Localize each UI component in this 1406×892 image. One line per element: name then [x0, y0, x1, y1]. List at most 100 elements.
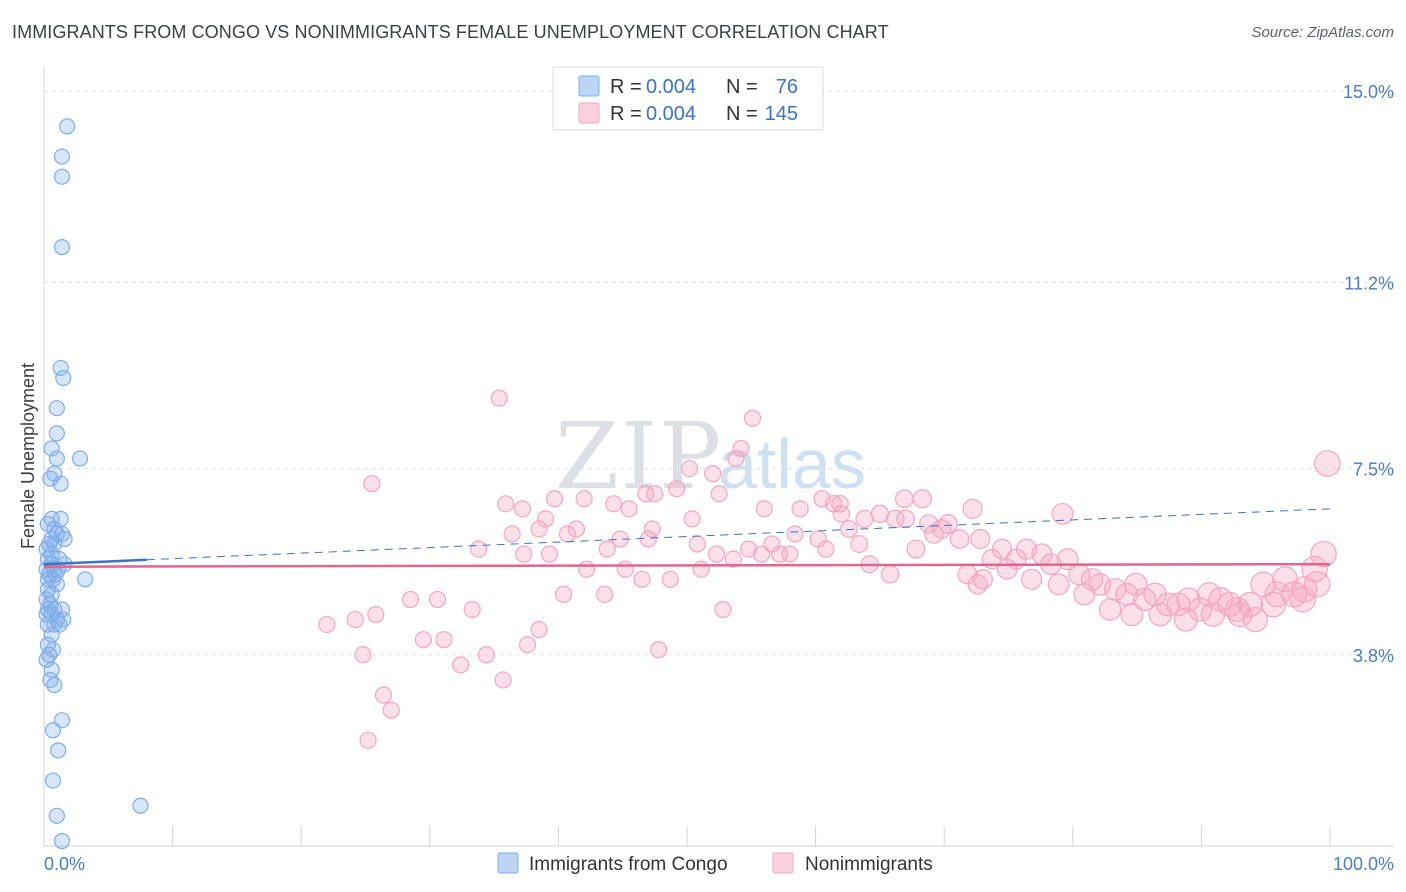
nonimm-point-104: [661, 570, 679, 588]
y-tick-label-0: 3.8%: [1353, 646, 1394, 666]
congo-point-13: [52, 475, 69, 492]
nonimm-point-82: [1314, 450, 1341, 477]
nonimm-point-135: [967, 574, 988, 595]
nonimm-point-99: [382, 701, 400, 719]
nonimm-point-136: [809, 530, 827, 548]
congo-point-0: [59, 118, 76, 135]
nonimm-point-109: [714, 600, 732, 619]
nonimm-point-24: [515, 545, 533, 563]
nonimm-trend: [43, 562, 1331, 568]
nonimm-point-17: [530, 520, 548, 538]
congo-point-12: [42, 470, 59, 487]
nonimm-point-19: [683, 510, 701, 528]
nonimm-point-0: [490, 389, 508, 407]
nonimm-point-51: [991, 538, 1013, 560]
congo-point-67: [53, 832, 71, 850]
congo-point-38: [48, 576, 65, 593]
nonimm-point-15: [497, 495, 515, 513]
nonimm-point-31: [724, 550, 742, 568]
nonimm-point-7: [710, 485, 728, 503]
nonimm-point-63: [1124, 572, 1148, 596]
nonimm-point-65: [1143, 582, 1167, 607]
congo-point-37: [77, 571, 94, 588]
nonimm-point-1: [363, 475, 381, 493]
y-axis-label: Female Unemployment: [18, 363, 38, 549]
nonimm-point-10: [637, 485, 655, 503]
congo-point-64: [44, 772, 62, 789]
y-tick-label-2: 11.2%: [1344, 273, 1394, 293]
congo-point-1: [53, 148, 71, 165]
congo-point-57: [38, 651, 55, 668]
nonimm-point-138: [855, 509, 874, 529]
nonimm-point-124: [1073, 583, 1096, 606]
nonimm-point-95: [494, 671, 512, 689]
nonimm-point-35: [786, 525, 804, 543]
congo-point-66: [48, 807, 65, 824]
nonimm-point-122: [1021, 568, 1043, 590]
nonimm-point-34: [763, 535, 781, 553]
nonimm-point-103: [633, 570, 651, 588]
nonimm-point-44: [919, 514, 939, 534]
nonimm-point-91: [463, 600, 481, 619]
series-immigrants-from-congo: [38, 118, 149, 850]
nonimm-point-75: [1250, 571, 1276, 598]
nonimm-point-36: [791, 500, 809, 518]
nonimm-point-48: [962, 498, 983, 519]
nonimm-point-94: [477, 646, 495, 664]
nonimm-point-88: [428, 590, 447, 609]
stats-swatch-nonimm: [578, 102, 600, 124]
nonimm-point-140: [912, 489, 932, 509]
nonimm-point-92: [470, 540, 488, 558]
nonimm-point-40: [850, 535, 869, 554]
x-axis-ticks: [172, 826, 1331, 846]
stats-legend: R = 0.004 N = 76 R = 0.004 N = 145: [552, 66, 824, 131]
nonimm-point-20: [643, 520, 661, 538]
nonimm-point-28: [639, 530, 658, 548]
congo-point-2: [53, 168, 71, 185]
stats-r-label-nonimm: R =: [610, 103, 642, 125]
congo-point-63: [50, 742, 67, 759]
nonimm-point-101: [578, 560, 596, 578]
stats-r-label-congo: R =: [610, 76, 642, 98]
nonimm-point-6: [680, 459, 699, 478]
x-tick-label-max: 100.0%: [1333, 854, 1394, 874]
nonimm-point-137: [831, 495, 849, 513]
congo-point-23: [46, 535, 63, 553]
nonimm-point-4: [727, 449, 745, 468]
nonimm-point-47: [949, 529, 970, 549]
legend-label-congo: Immigrants from Congo: [529, 854, 728, 875]
congo-point-65: [132, 797, 149, 814]
nonimm-point-107: [596, 585, 614, 603]
congo-point-50: [39, 616, 56, 633]
nonimm-point-127: [1148, 602, 1173, 627]
congo-point-4: [52, 359, 69, 377]
nonimm-point-8: [668, 480, 686, 498]
nonimm-point-98: [374, 686, 393, 704]
nonimm-point-49: [970, 528, 991, 550]
nonimm-point-22: [558, 525, 577, 543]
nonimm-point-106: [554, 585, 573, 603]
nonimm-point-41: [870, 504, 890, 524]
congo-point-9: [71, 450, 89, 467]
gridlines: [44, 90, 1394, 656]
nonimm-point-14: [513, 500, 531, 518]
nonimm-point-134: [1303, 571, 1331, 598]
nonimm-point-89: [414, 631, 432, 649]
nonimm-point-117: [906, 539, 926, 559]
nonimm-point-83: [318, 615, 336, 634]
nonimm-point-2: [743, 409, 762, 427]
axes: [43, 66, 1394, 847]
stats-n-label-nonimm: N =: [726, 103, 758, 125]
y-tick-label-3: 15.0%: [1343, 82, 1394, 102]
nonimm-point-39: [840, 520, 858, 538]
nonimm-point-43: [896, 509, 916, 529]
nonimm-point-116: [880, 564, 900, 584]
congo-point-21: [56, 530, 73, 548]
nonimm-point-26: [598, 540, 616, 558]
nonimm-point-25: [540, 545, 558, 563]
watermark-atlas: atlas: [718, 425, 866, 503]
legend-label-nonimm: Nonimmigrants: [805, 854, 933, 875]
nonimm-point-16: [536, 510, 555, 528]
nonimm-point-87: [401, 590, 420, 609]
nonimm-point-112: [781, 545, 799, 563]
